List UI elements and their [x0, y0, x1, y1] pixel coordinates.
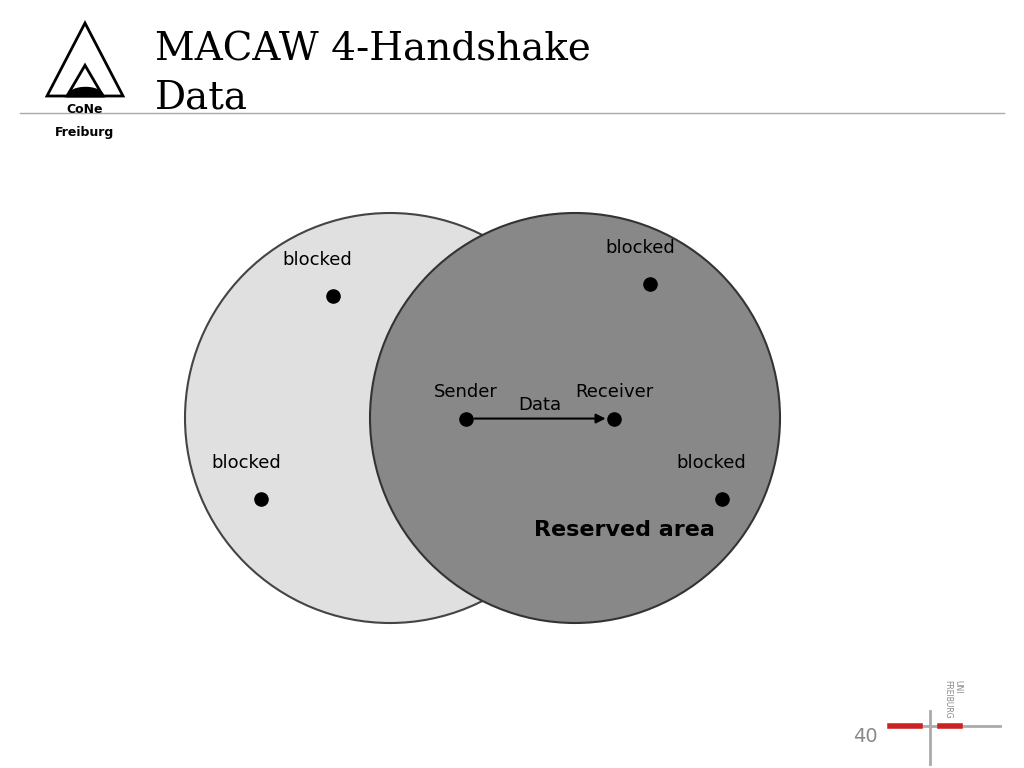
Text: Data: Data: [155, 80, 248, 117]
Circle shape: [185, 213, 595, 623]
Point: [458, 412, 474, 425]
Point: [714, 493, 730, 505]
Text: blocked: blocked: [211, 455, 281, 472]
Circle shape: [370, 213, 780, 623]
Text: Receiver: Receiver: [575, 382, 653, 401]
Text: Data: Data: [518, 396, 562, 413]
Point: [606, 412, 623, 425]
Text: CoNe: CoNe: [67, 103, 103, 116]
Point: [253, 493, 269, 505]
Text: Sender: Sender: [434, 382, 498, 401]
Text: 40: 40: [853, 727, 878, 746]
Text: blocked: blocked: [283, 251, 352, 269]
Point: [642, 278, 658, 290]
Text: UNI
FREIBURG: UNI FREIBURG: [943, 680, 963, 719]
Text: Reserved area: Reserved area: [535, 520, 715, 540]
Text: Freiburg: Freiburg: [55, 126, 115, 139]
Text: blocked: blocked: [677, 455, 746, 472]
Text: MACAW 4-Handshake: MACAW 4-Handshake: [155, 31, 591, 68]
Point: [325, 290, 341, 302]
Text: blocked: blocked: [605, 240, 675, 257]
